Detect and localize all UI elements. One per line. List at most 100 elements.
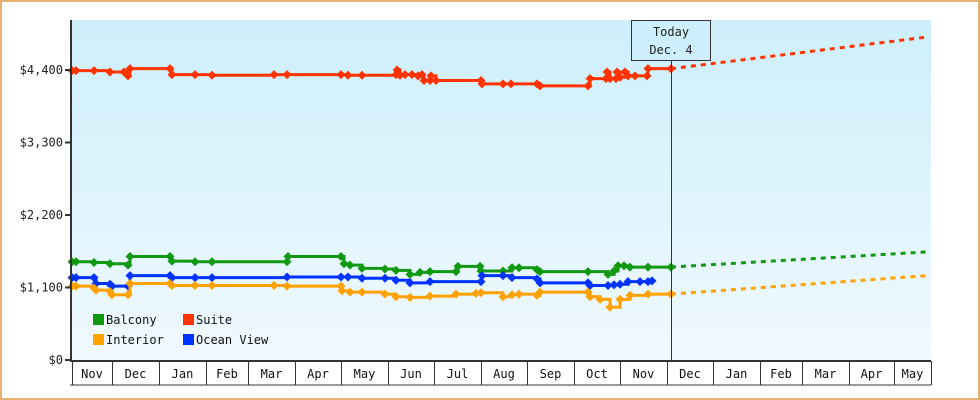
data-point-marker <box>605 74 615 84</box>
data-point-marker <box>476 277 486 287</box>
today-marker: Today Dec. 4 <box>631 20 711 361</box>
data-point-marker <box>391 275 401 285</box>
data-point-marker <box>498 292 508 302</box>
data-point-marker <box>123 71 133 81</box>
data-point-marker <box>425 291 435 301</box>
month-label: Apr <box>307 367 329 381</box>
data-point-marker <box>609 280 619 290</box>
data-point-marker <box>585 281 595 291</box>
legend-swatch <box>93 314 104 325</box>
data-point-marker <box>476 288 486 298</box>
data-point-marker <box>535 81 545 91</box>
data-point-marker <box>71 66 81 76</box>
month-label: Feb <box>216 367 238 381</box>
data-point-marker <box>357 70 367 80</box>
y-tick-label: $3,300 <box>20 136 63 150</box>
data-point-marker <box>425 277 435 287</box>
data-point-marker <box>647 276 657 286</box>
data-point-marker <box>507 290 517 300</box>
data-point-marker <box>282 70 292 80</box>
month-label: Jan <box>726 367 748 381</box>
data-point-marker <box>619 261 629 271</box>
data-point-marker <box>123 260 133 270</box>
month-label: Feb <box>770 367 792 381</box>
data-point-marker <box>623 71 633 81</box>
legend-label: Interior <box>106 333 164 347</box>
legend-label: Balcony <box>106 313 157 327</box>
data-point-marker <box>343 272 353 282</box>
data-point-marker <box>391 292 401 302</box>
data-point-marker <box>477 271 487 281</box>
data-point-marker <box>336 70 346 80</box>
y-tick-label: $4,400 <box>20 63 63 77</box>
data-point-marker <box>357 263 367 273</box>
data-point-marker <box>269 281 279 291</box>
data-point-marker <box>123 290 133 300</box>
data-point-marker <box>282 281 292 291</box>
data-point-marker <box>615 72 625 82</box>
data-point-marker <box>477 79 487 89</box>
data-point-marker <box>357 273 367 283</box>
data-point-marker <box>345 260 355 270</box>
legend-item-balcony: Balcony <box>93 313 157 327</box>
month-label: Jan <box>172 367 194 381</box>
data-point-marker <box>535 278 545 288</box>
data-point-marker <box>405 269 415 279</box>
data-point-marker <box>407 70 417 80</box>
month-label: Dec <box>679 367 701 381</box>
month-label: May <box>902 367 924 381</box>
today-date: Dec. 4 <box>649 43 692 57</box>
data-point-marker <box>343 70 353 80</box>
series-layer <box>67 35 928 312</box>
legend-label: Ocean View <box>196 333 269 347</box>
legend-item-ocean-view: Ocean View <box>183 333 269 347</box>
data-point-marker <box>380 264 390 274</box>
data-point-marker <box>380 273 390 283</box>
data-point-marker <box>426 71 436 81</box>
data-point-marker <box>91 285 101 295</box>
data-point-marker <box>89 66 99 76</box>
data-point-marker <box>498 266 508 276</box>
data-point-marker <box>603 269 613 279</box>
data-point-marker <box>105 67 115 77</box>
data-point-marker <box>190 257 200 267</box>
data-point-marker <box>415 267 425 277</box>
data-point-marker <box>405 292 415 302</box>
data-point-marker <box>400 70 410 80</box>
data-point-marker <box>643 262 653 272</box>
forecast-line <box>670 250 928 269</box>
data-point-marker <box>642 71 652 81</box>
month-label: Oct <box>586 367 608 381</box>
legend: Balcony Suite Interior Ocean View <box>93 313 269 347</box>
data-point-marker <box>643 64 653 74</box>
data-point-marker <box>585 74 595 84</box>
data-point-marker <box>71 257 81 267</box>
month-label: Nov <box>633 367 655 381</box>
data-point-marker <box>207 257 217 267</box>
data-point-marker <box>336 272 346 282</box>
y-tick-label: $1,100 <box>20 281 63 295</box>
data-point-marker <box>623 277 633 287</box>
data-point-marker <box>337 286 347 296</box>
series-suite <box>67 35 928 91</box>
data-point-marker <box>514 289 524 299</box>
data-point-marker <box>190 273 200 283</box>
forecast-line <box>670 274 928 296</box>
data-point-marker <box>605 302 615 312</box>
data-point-marker <box>357 287 367 297</box>
data-point-marker <box>107 290 117 300</box>
forecast-line <box>670 35 928 71</box>
data-point-marker <box>615 294 625 304</box>
month-label: Nov <box>81 367 103 381</box>
plot-area <box>72 20 931 360</box>
data-point-marker <box>602 67 612 77</box>
month-label: Jul <box>447 367 469 381</box>
data-point-marker <box>498 79 508 89</box>
data-point-marker <box>583 267 593 277</box>
legend-swatch <box>93 334 104 345</box>
data-point-marker <box>345 287 355 297</box>
data-point-marker <box>125 64 135 74</box>
data-point-marker <box>635 277 645 287</box>
data-point-marker <box>585 292 595 302</box>
